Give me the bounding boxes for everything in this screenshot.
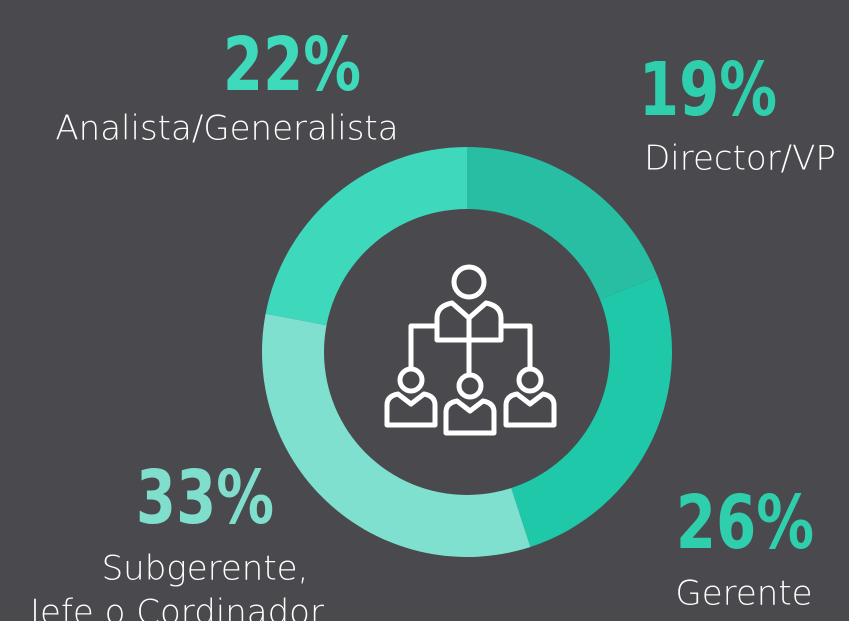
category-label: Director/VP: [644, 139, 836, 179]
donut-slice: [261, 313, 531, 558]
donut-slice: [510, 276, 673, 547]
percent-label: 22%: [223, 21, 361, 108]
percent-label: 33%: [136, 454, 274, 541]
donut-slice: [467, 147, 658, 301]
category-label: Jefe o Cordinador: [30, 593, 324, 621]
org-chart-icon: [384, 264, 557, 436]
category-label: Gerente: [675, 574, 812, 614]
donut: [261, 147, 673, 558]
percent-label: 26%: [676, 479, 814, 566]
category-label: Analista/Generalista: [55, 109, 398, 149]
labels: 19% Director/VP 26% Gerente 33% Subgerente, Je…: [30, 21, 836, 621]
percent-label: 19%: [639, 46, 777, 133]
category-label: Subgerente,: [102, 549, 309, 589]
donut-slice: [265, 147, 467, 326]
